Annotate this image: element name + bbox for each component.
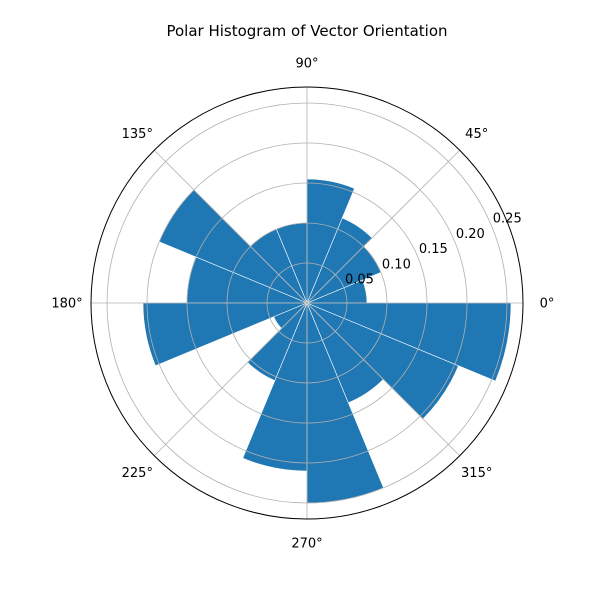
angular-grid-line [306, 149, 461, 304]
radius-tick-label: 0.10 [382, 257, 411, 272]
grid-layer [90, 86, 524, 520]
angular-grid-line [153, 302, 308, 457]
angle-tick-label: 270° [291, 537, 322, 552]
polar-frame [90, 86, 524, 520]
radius-tick-label: 0.25 [493, 211, 522, 226]
radius-tick-label: 0.15 [419, 242, 448, 257]
chart-title: Polar Histogram of Vector Orientation [166, 22, 447, 40]
radius-tick-label: 0.20 [456, 227, 485, 242]
angle-tick-label: 45° [465, 127, 488, 142]
angle-tick-label: 135° [122, 127, 153, 142]
bars-layer [142, 178, 512, 504]
angular-grid-line [153, 149, 308, 304]
angular-grid-line [306, 302, 461, 457]
angle-tick-label: 225° [122, 466, 153, 481]
angle-tick-label: 315° [461, 466, 492, 481]
labels-layer: 0° 45° 90° 135° 180° 225° 270° 315° 0.05 0.10 0.15… [51, 57, 554, 552]
radius-tick-label: 0.05 [345, 273, 374, 288]
angle-tick-label: 180° [51, 297, 82, 312]
histogram-bar [242, 302, 308, 472]
angle-tick-label: 90° [295, 57, 318, 72]
angle-tick-label: 0° [540, 297, 555, 312]
